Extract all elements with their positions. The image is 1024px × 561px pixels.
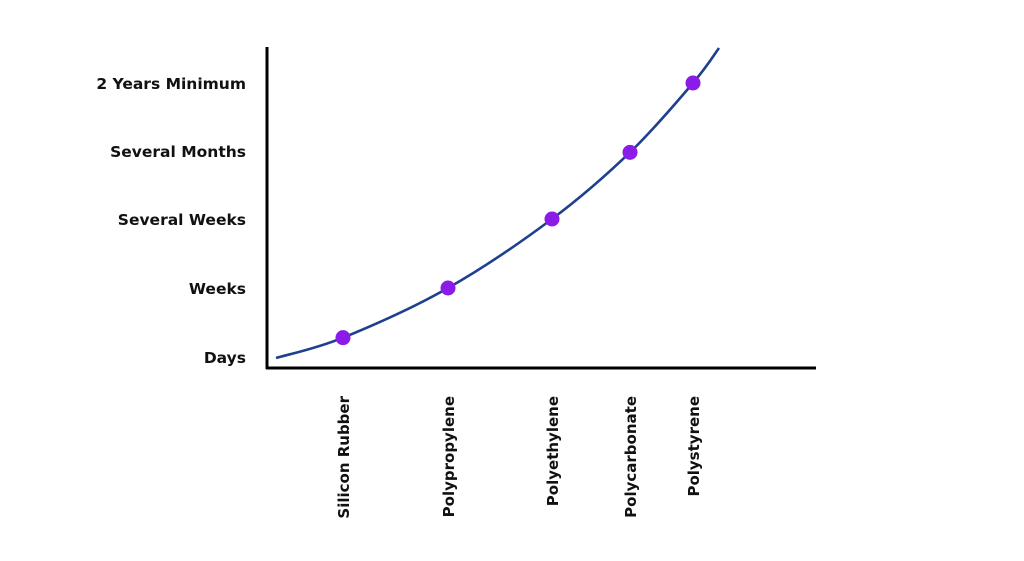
x-tick-polyethylene: Polyethylene (544, 396, 562, 506)
trend-curve (275, 47, 721, 360)
x-tick-labels: Silicon Rubber Polypropylene Polyethylene P… (335, 395, 703, 518)
data-point-polypropylene (440, 280, 456, 296)
x-tick-polypropylene: Polypropylene (440, 396, 458, 517)
data-point-silicon-rubber (335, 330, 351, 346)
y-tick-several-months: Several Months (110, 143, 246, 161)
y-tick-labels: Days Weeks Several Weeks Several Months 2 Ye… (96, 75, 246, 367)
data-point-polyethylene (544, 211, 560, 227)
data-point-polycarbonate (622, 144, 638, 160)
y-tick-several-weeks: Several Weeks (118, 211, 246, 229)
y-tick-2-years-minimum: 2 Years Minimum (96, 75, 246, 93)
x-tick-silicon-rubber: Silicon Rubber (335, 395, 353, 518)
y-tick-days: Days (204, 349, 246, 367)
data-markers (335, 75, 701, 346)
x-tick-polycarbonate: Polycarbonate (622, 396, 640, 518)
y-tick-weeks: Weeks (189, 280, 246, 298)
data-point-polystyrene (685, 75, 701, 91)
x-tick-polystyrene: Polystyrene (685, 396, 703, 497)
